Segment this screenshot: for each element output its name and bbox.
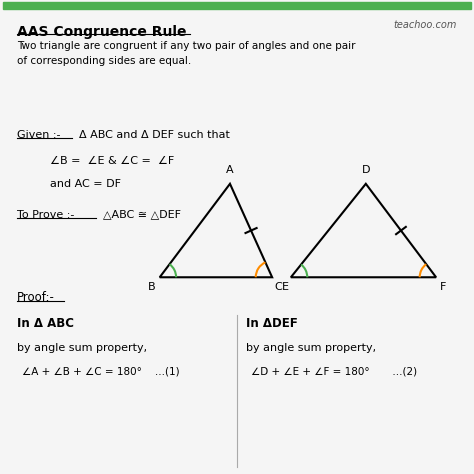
Bar bbox=[3, 2, 471, 9]
Text: F: F bbox=[440, 282, 446, 292]
Text: by angle sum property,: by angle sum property, bbox=[246, 343, 376, 353]
Text: ∠A + ∠B + ∠C = 180°    ...(1): ∠A + ∠B + ∠C = 180° ...(1) bbox=[21, 366, 179, 376]
Text: Δ ABC and Δ DEF such that: Δ ABC and Δ DEF such that bbox=[79, 130, 230, 140]
Text: and AC = DF: and AC = DF bbox=[50, 179, 120, 189]
Text: To Prove :-: To Prove :- bbox=[17, 210, 78, 219]
Text: ∠B =  ∠E & ∠C =  ∠F: ∠B = ∠E & ∠C = ∠F bbox=[50, 156, 174, 166]
Text: In ΔDEF: In ΔDEF bbox=[246, 317, 298, 330]
Text: B: B bbox=[147, 282, 155, 292]
Text: AAS Congruence Rule: AAS Congruence Rule bbox=[17, 25, 186, 39]
Text: △ABC ≅ △DEF: △ABC ≅ △DEF bbox=[103, 210, 182, 219]
Text: In Δ ABC: In Δ ABC bbox=[17, 317, 74, 330]
Text: teachoo.com: teachoo.com bbox=[394, 20, 457, 30]
Text: E: E bbox=[282, 282, 289, 292]
Text: ∠D + ∠E + ∠F = 180°       ...(2): ∠D + ∠E + ∠F = 180° ...(2) bbox=[251, 366, 417, 376]
Text: Given :-: Given :- bbox=[17, 130, 64, 140]
Text: Two triangle are congruent if any two pair of angles and one pair
of correspondi: Two triangle are congruent if any two pa… bbox=[17, 41, 356, 66]
Text: A: A bbox=[226, 165, 234, 175]
Text: Proof:-: Proof:- bbox=[17, 292, 55, 304]
Text: C: C bbox=[274, 282, 282, 292]
Text: by angle sum property,: by angle sum property, bbox=[17, 343, 147, 353]
Text: D: D bbox=[362, 165, 370, 175]
